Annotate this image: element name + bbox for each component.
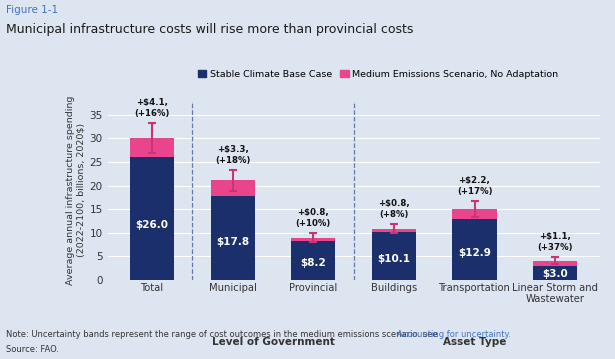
Bar xyxy=(291,238,336,241)
Bar xyxy=(453,209,497,219)
Bar xyxy=(533,261,577,266)
Bar xyxy=(453,219,497,280)
Text: +$4.1,
(+16%): +$4.1, (+16%) xyxy=(135,98,170,118)
Text: $17.8: $17.8 xyxy=(216,237,249,247)
Text: Level of Government: Level of Government xyxy=(212,337,335,348)
Bar xyxy=(371,232,416,280)
Legend: Stable Climate Base Case, Medium Emissions Scenario, No Adaptation: Stable Climate Base Case, Medium Emissio… xyxy=(194,66,562,82)
Y-axis label: Average annual infrastructure spending
(2022-2100, billions, 2020$): Average annual infrastructure spending (… xyxy=(66,95,85,285)
Bar xyxy=(130,157,174,280)
Text: +$0.8,
(+8%): +$0.8, (+8%) xyxy=(378,199,410,219)
Bar xyxy=(210,180,255,196)
Text: $3.0: $3.0 xyxy=(542,269,568,279)
Text: $8.2: $8.2 xyxy=(301,258,326,267)
Bar xyxy=(130,138,174,157)
Text: +$0.8,
(+10%): +$0.8, (+10%) xyxy=(296,208,331,228)
Text: $10.1: $10.1 xyxy=(378,253,410,264)
Bar xyxy=(210,196,255,280)
Bar xyxy=(291,241,336,280)
Text: Figure 1-1: Figure 1-1 xyxy=(6,5,58,15)
Text: Municipal infrastructure costs will rise more than provincial costs: Municipal infrastructure costs will rise… xyxy=(6,23,413,36)
Text: $12.9: $12.9 xyxy=(458,248,491,258)
Text: Accounting for uncertainty.: Accounting for uncertainty. xyxy=(397,330,510,339)
Bar xyxy=(371,229,416,232)
Text: Asset Type: Asset Type xyxy=(443,337,506,348)
Text: +$2.2,
(+17%): +$2.2, (+17%) xyxy=(457,176,492,196)
Text: Note: Uncertainty bands represent the range of cost outcomes in the medium emiss: Note: Uncertainty bands represent the ra… xyxy=(6,330,440,339)
Text: +$1.1,
(+37%): +$1.1, (+37%) xyxy=(538,232,573,252)
Bar xyxy=(533,266,577,280)
Text: $26.0: $26.0 xyxy=(136,220,169,230)
Text: Source: FAO.: Source: FAO. xyxy=(6,345,59,354)
Text: +$3.3,
(+18%): +$3.3, (+18%) xyxy=(215,145,250,165)
